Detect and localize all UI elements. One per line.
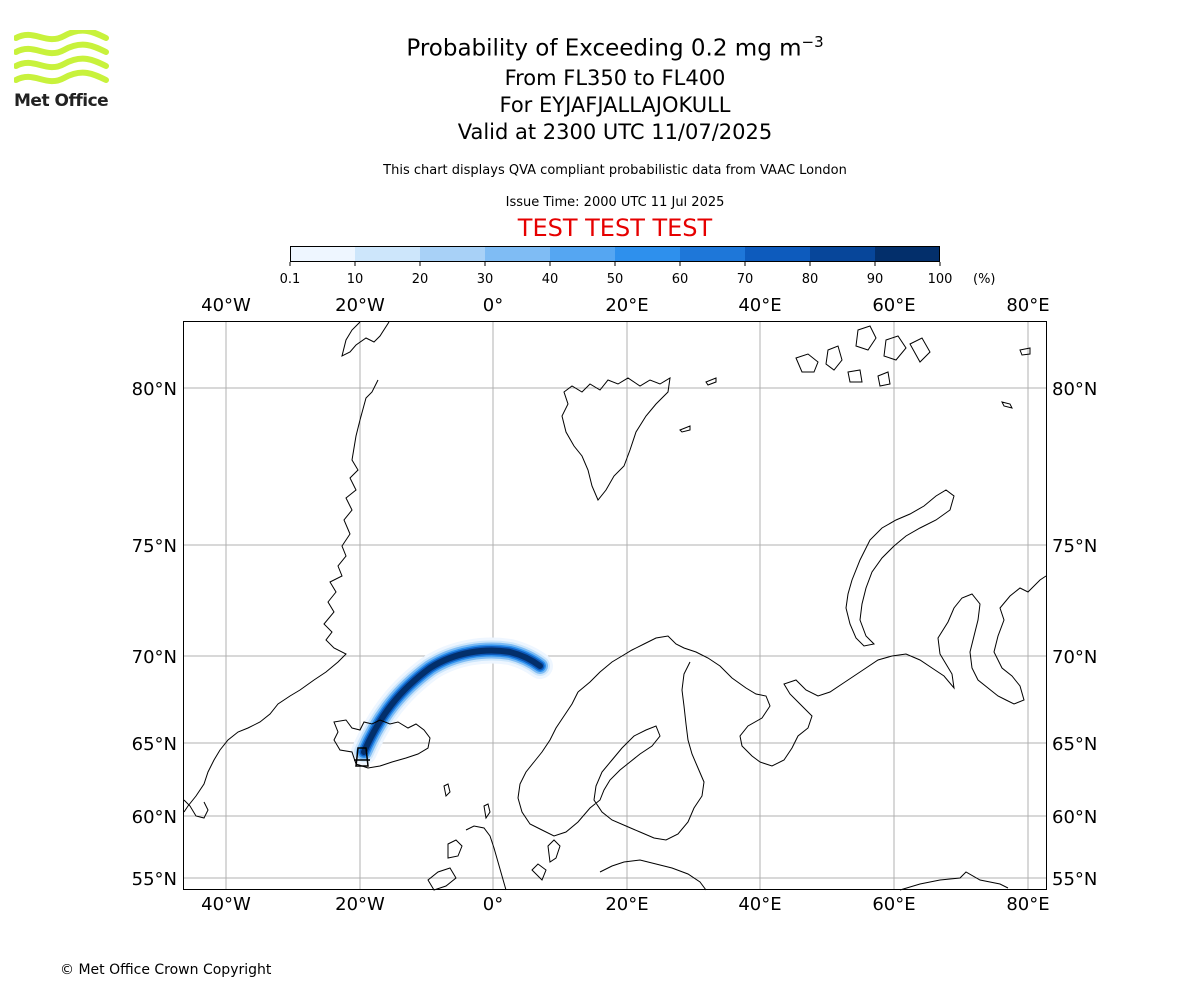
colorbar-cell <box>745 246 811 262</box>
longitude-label: 40°W <box>201 295 251 316</box>
test-banner: TEST TEST TEST <box>517 213 713 242</box>
volcano-marker-icon <box>354 747 370 767</box>
met-office-logo: Met Office <box>14 30 110 114</box>
franz-josef-land-coast <box>679 325 1031 433</box>
colorbar-tick-label: 50 <box>607 272 624 287</box>
colorbar-tick-label: 30 <box>477 272 494 287</box>
longitude-label: 80°E <box>1006 894 1049 915</box>
colorbar-cell <box>485 246 551 262</box>
valid-time-title: Valid at 2300 UTC 11/07/2025 <box>457 119 773 144</box>
colorbar-cell <box>290 246 356 262</box>
colorbar-cell <box>355 246 421 262</box>
iceland-coast <box>333 719 431 769</box>
colorbar-tick-label: 20 <box>412 272 429 287</box>
latitude-label: 80°N <box>1052 379 1097 400</box>
colorbar-cell <box>810 246 876 262</box>
longitude-label: 0° <box>483 295 503 316</box>
longitude-labels: 40°W 40°W 20°W 20°W 0° 0° 20°E 20°E 40°E 40°E 60°E… <box>201 295 1049 915</box>
colorbar-tick-label: 100 <box>928 272 953 287</box>
colorbar-cell <box>420 246 486 262</box>
longitude-label: 60°E <box>872 295 915 316</box>
colorbar-cell <box>680 246 746 262</box>
latitude-label: 60°N <box>1052 807 1097 828</box>
coastlines <box>183 321 1047 891</box>
volcano-title: For EYJAFJALLAJOKULL <box>499 92 731 117</box>
latitude-label: 55°N <box>132 869 177 890</box>
colorbar-frame <box>290 246 940 262</box>
colorbar <box>290 246 940 262</box>
scandinavia-coast <box>517 575 1047 841</box>
svalbard-coast <box>561 377 671 501</box>
greenland-coast <box>183 321 390 819</box>
ash-probability-plume <box>351 637 553 765</box>
colorbar-tick-label: 90 <box>867 272 884 287</box>
longitude-label: 20°W <box>335 295 385 316</box>
latitude-label: 65°N <box>1052 734 1097 755</box>
colorbar-tick-label: 0.1 <box>280 272 301 287</box>
colorbar-tick-label: 70 <box>737 272 754 287</box>
latitude-label: 80°N <box>132 379 177 400</box>
title-superscript: −3 <box>801 33 824 51</box>
colorbar-tick-label: 40 <box>542 272 559 287</box>
colorbar-tick-label: 60 <box>672 272 689 287</box>
latitude-label: 75°N <box>132 536 177 557</box>
colorbar-tick-label: 80 <box>802 272 819 287</box>
longitude-label: 20°E <box>605 894 648 915</box>
baltic-coast <box>531 839 1009 891</box>
met-office-wave-icon <box>14 30 109 85</box>
copyright-text: © Met Office Crown Copyright <box>60 962 272 978</box>
met-office-wordmark: Met Office <box>14 91 109 111</box>
colorbar-cell <box>550 246 616 262</box>
longitude-label: 60°E <box>872 894 915 915</box>
latitude-labels: 80°N 80°N 75°N 75°N 70°N 70°N 65°N 65°N 60°N 60°N… <box>132 379 1098 890</box>
latitude-label: 70°N <box>132 647 177 668</box>
graticule <box>184 322 1046 889</box>
latitude-label: 70°N <box>1052 647 1097 668</box>
colorbar-unit: (%) <box>973 272 996 287</box>
longitude-label: 20°W <box>335 894 385 915</box>
colorbar-cell <box>875 246 940 262</box>
latitude-label: 65°N <box>132 734 177 755</box>
longitude-label: 0° <box>483 894 503 915</box>
longitude-label: 40°E <box>738 295 781 316</box>
british-isles-coast <box>427 783 507 891</box>
chart-description: This chart displays QVA compliant probab… <box>383 162 847 178</box>
latitude-label: 60°N <box>132 807 177 828</box>
longitude-label: 80°E <box>1006 295 1049 316</box>
main-title: Probability of Exceeding 0.2 mg m−3 <box>290 26 940 65</box>
longitude-label: 40°W <box>201 894 251 915</box>
novaya-zemlya-coast <box>845 489 955 647</box>
latitude-label: 55°N <box>1052 869 1097 890</box>
chart-titles: Probability of Exceeding 0.2 mg m−3 From… <box>290 26 940 242</box>
longitude-label: 20°E <box>605 295 648 316</box>
latitude-label: 75°N <box>1052 536 1097 557</box>
issue-time: Issue Time: 2000 UTC 11 Jul 2025 <box>505 194 725 210</box>
colorbar-labels: 0.1 10 20 30 40 50 60 70 80 90 100 (%) <box>280 262 996 287</box>
title-text: Probability of Exceeding 0.2 mg m <box>406 35 802 62</box>
flight-level-title: From FL350 to FL400 <box>504 65 726 90</box>
colorbar-cell <box>615 246 681 262</box>
map-frame <box>183 321 1047 890</box>
longitude-label: 40°E <box>738 894 781 915</box>
plume-band <box>361 647 543 755</box>
colorbar-tick-label: 10 <box>347 272 364 287</box>
